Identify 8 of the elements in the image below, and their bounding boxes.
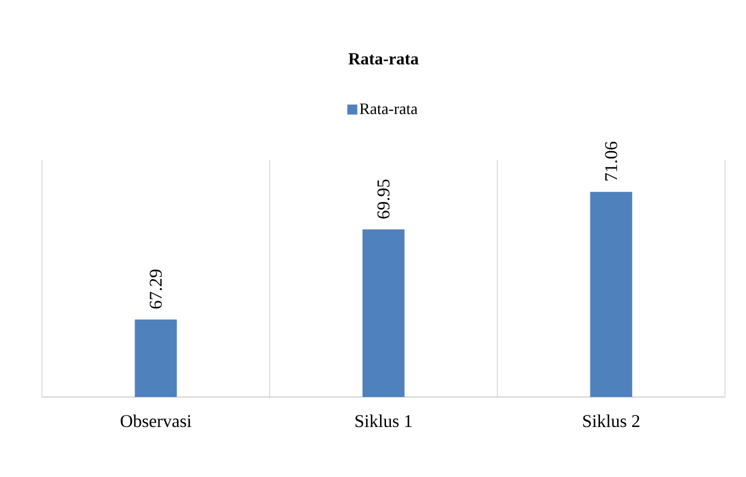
data-label: 71.06 <box>605 142 618 180</box>
chart-title: Rata-rata <box>348 53 419 65</box>
legend-label: Rata-rata <box>360 104 418 114</box>
x-tick-label: Observasi <box>120 414 192 428</box>
x-tick-label: Siklus 2 <box>583 414 640 428</box>
data-label: 67.29 <box>150 270 162 309</box>
data-label: 69.95 <box>377 180 390 218</box>
x-tick-label: Siklus 1 <box>356 414 412 428</box>
